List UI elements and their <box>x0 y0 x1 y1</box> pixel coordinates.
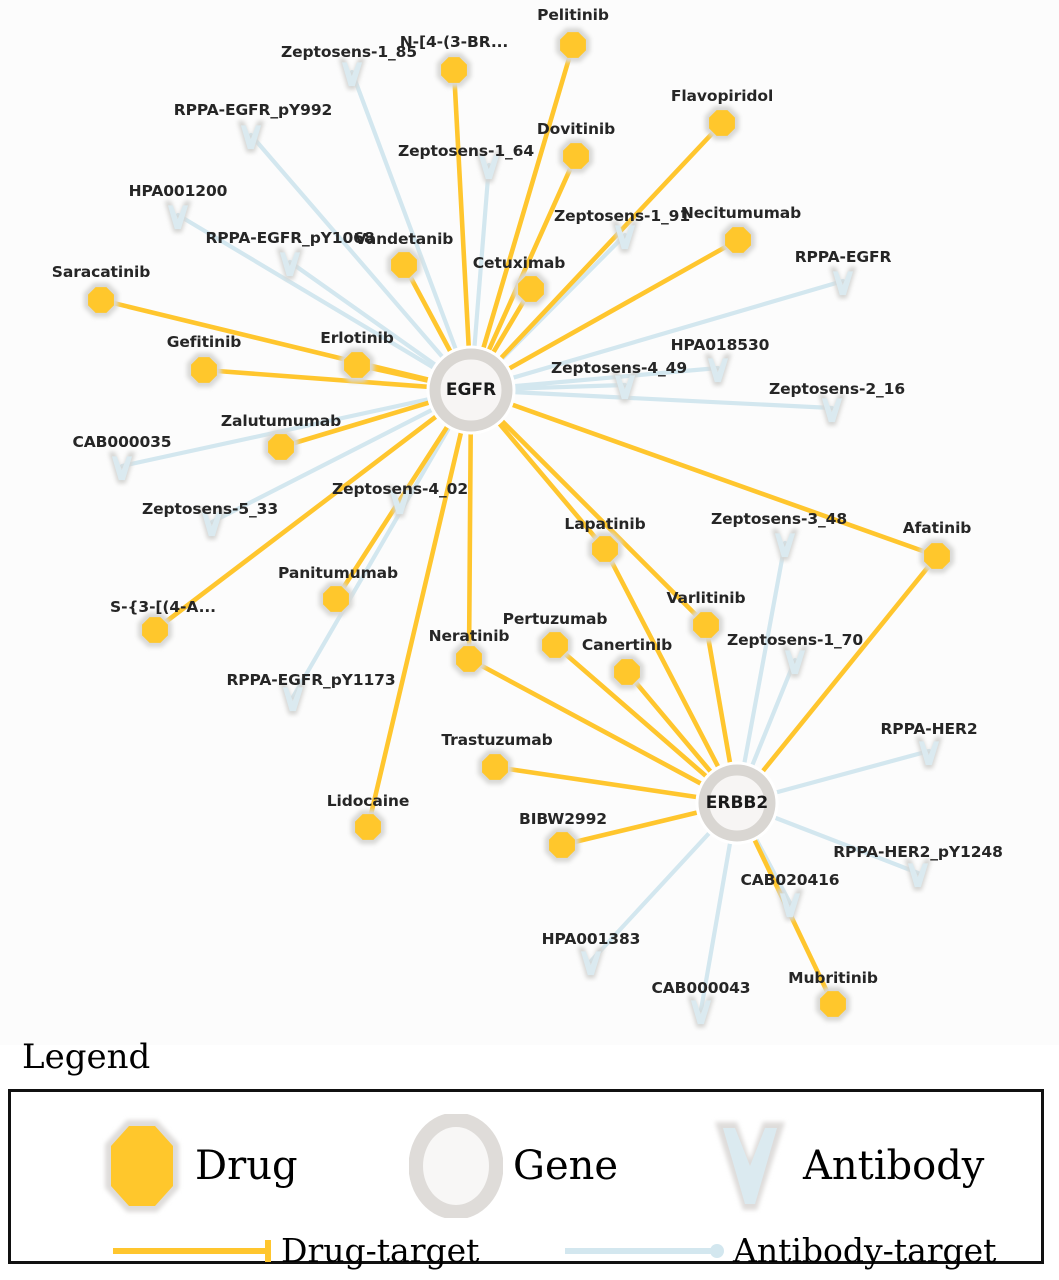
legend-label-drug: Drug <box>195 1143 298 1189</box>
network-diagram-canvas: Zeptosens-1_85 RPPA-EGFR_pY992 HPA001200 RP… <box>51 6 1003 1028</box>
legend-label-antibody: Antibody <box>803 1143 985 1189</box>
nodes-layer <box>83 27 955 1028</box>
legend-item-drug-target-edge: Drug-target <box>109 1234 479 1267</box>
legend-label-antibody-target: Antibody-target <box>733 1231 997 1270</box>
legend-item-antibody-target-edge: Antibody-target <box>561 1234 996 1267</box>
antibody-chevron-icon <box>715 1122 785 1210</box>
legend-item-drug: Drug <box>99 1114 298 1218</box>
legend-item-gene: Gene <box>409 1114 618 1218</box>
drug-target-edge-icon <box>113 1239 271 1262</box>
gene-node-label: ERBB2 <box>705 793 769 813</box>
legend-label-drug-target: Drug-target <box>281 1231 480 1270</box>
network-graph-svg <box>83 27 955 1028</box>
edges-layer <box>98 42 940 1013</box>
legend-label-gene: Gene <box>513 1143 619 1189</box>
antibody-target-edge-icon <box>565 1243 724 1258</box>
legend-item-antibody: Antibody <box>707 1114 984 1218</box>
gene-node-label: EGFR <box>445 380 497 400</box>
legend-box: Drug Gene Antibody Drug-target <box>8 1089 1044 1267</box>
gene-ring-icon <box>409 1114 503 1218</box>
legend-title: Legend <box>22 1037 151 1077</box>
legend-panel: Legend Drug Gene Antibody <box>0 1037 1059 1280</box>
drug-octagon-icon <box>105 1120 179 1212</box>
